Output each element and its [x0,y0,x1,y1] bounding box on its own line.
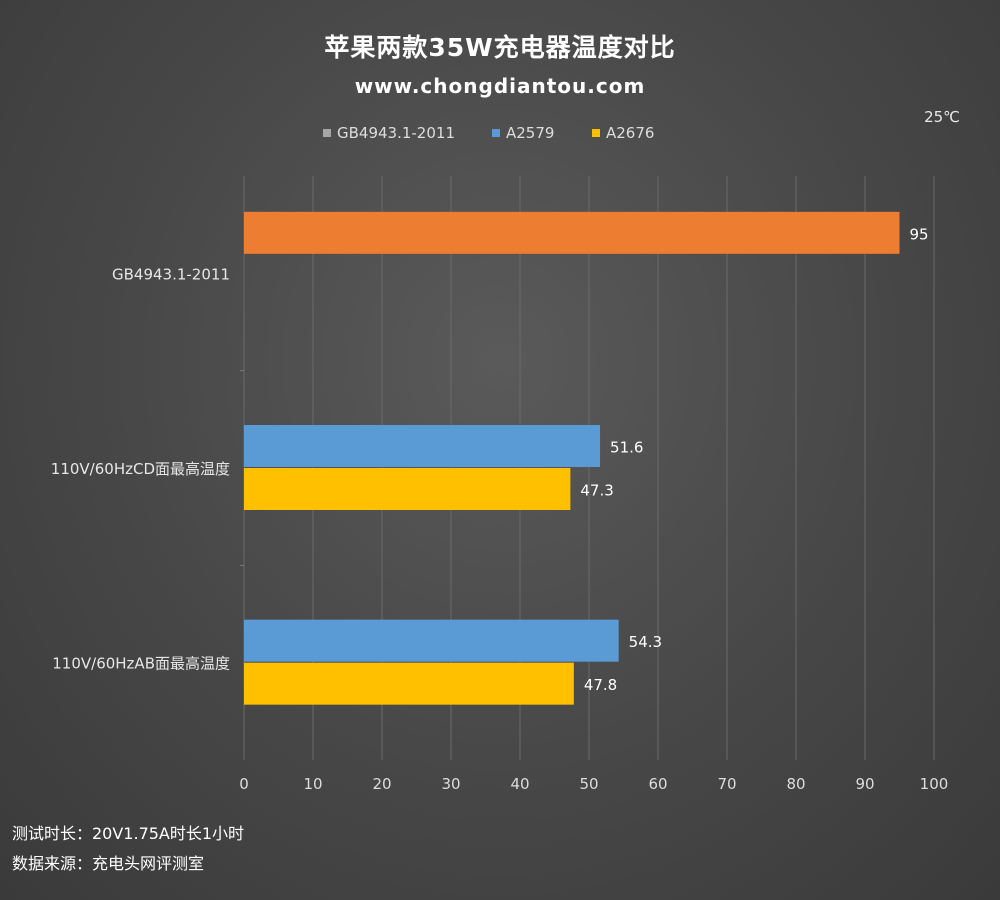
bar [244,662,574,705]
x-tick-label: 80 [786,775,805,793]
legend-item-a2579: A2579 [492,124,554,142]
x-tick-label: 10 [303,775,322,793]
legend-swatch-gb4943 [323,129,331,137]
legend-swatch-a2676 [592,129,600,137]
x-tick-label: 20 [372,775,391,793]
category-label: 110V/60HzCD面最高温度 [51,460,230,478]
x-tick-label: 40 [510,775,529,793]
data-label: 47.3 [580,482,613,500]
x-tick-label: 100 [920,775,949,793]
bar [244,211,900,254]
chart-legend: GB4943.1-2011 A2579 A2676 [0,124,1000,146]
bar [244,425,601,467]
bar [244,468,571,510]
chart-title: 苹果两款35W充电器温度对比 [324,33,676,62]
data-label: 54.3 [629,633,662,651]
temperature-unit-label: 25℃ [924,108,960,126]
footer-data-source: 数据来源：充电头网评测室 [12,854,205,873]
chart-subtitle: www.chongdiantou.com [354,74,646,98]
data-label: 47.8 [584,676,617,694]
category-label: 110V/60HzAB面最高温度 [52,655,230,673]
data-label: 51.6 [610,439,643,457]
legend-label-gb4943: GB4943.1-2011 [337,124,455,142]
x-tick-label: 0 [239,775,249,793]
footer-test-duration: 测试时长：20V1.75A时长1小时 [12,824,245,843]
legend-label-a2676: A2676 [606,124,655,142]
x-tick-label: 50 [579,775,598,793]
x-tick-label: 70 [717,775,736,793]
legend-item-a2676: A2676 [592,124,654,142]
bar [244,619,619,662]
category-label: GB4943.1-2011 [112,265,230,283]
legend-label-a2579: A2579 [506,124,555,142]
legend-swatch-a2579 [492,129,500,137]
x-tick-label: 60 [648,775,667,793]
legend-item-gb4943: GB4943.1-2011 [323,124,455,142]
data-label: 95 [910,225,929,243]
x-tick-label: 90 [855,775,874,793]
x-tick-label: 30 [441,775,460,793]
